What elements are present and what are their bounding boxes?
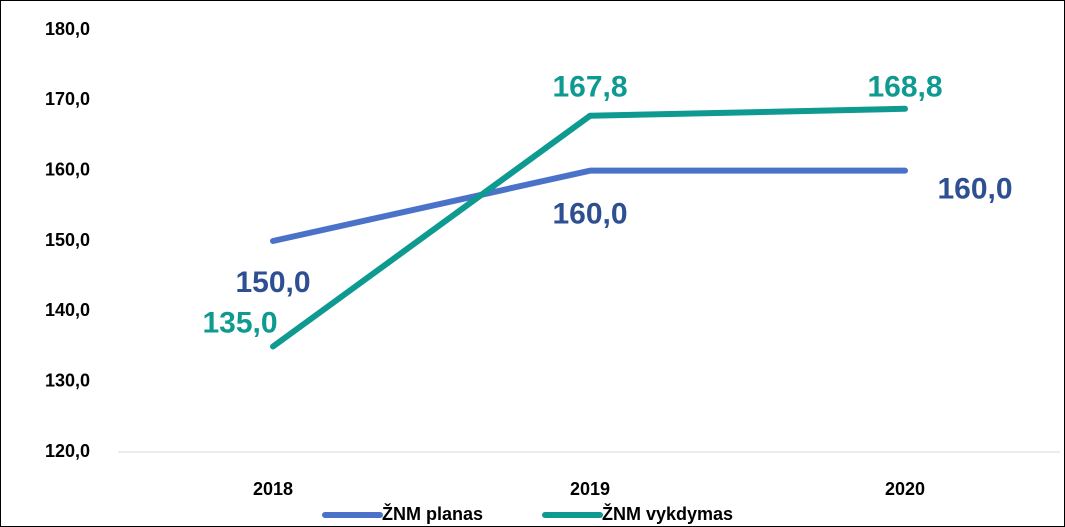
data-label: 167,8 <box>552 71 627 104</box>
data-label: 150,0 <box>235 266 310 299</box>
data-label: 160,0 <box>937 173 1012 206</box>
series-line <box>270 105 908 350</box>
series-line <box>270 167 908 244</box>
legend-label: ŽNM vykdymas <box>602 503 733 524</box>
x-tick-label: 2018 <box>253 479 293 499</box>
data-label: 168,8 <box>867 71 942 104</box>
x-tick-label: 2020 <box>885 479 925 499</box>
data-label: 135,0 <box>202 306 277 339</box>
y-tick-label: 150,0 <box>45 230 90 250</box>
y-tick-label: 120,0 <box>45 441 90 461</box>
y-tick-label: 140,0 <box>45 300 90 320</box>
y-tick-label: 130,0 <box>45 370 90 390</box>
y-tick-label: 180,0 <box>45 19 90 39</box>
data-label: 160,0 <box>552 198 627 231</box>
y-tick-label: 170,0 <box>45 89 90 109</box>
legend-label: ŽNM planas <box>382 503 483 524</box>
x-tick-label: 2019 <box>570 479 610 499</box>
y-tick-label: 160,0 <box>45 159 90 179</box>
